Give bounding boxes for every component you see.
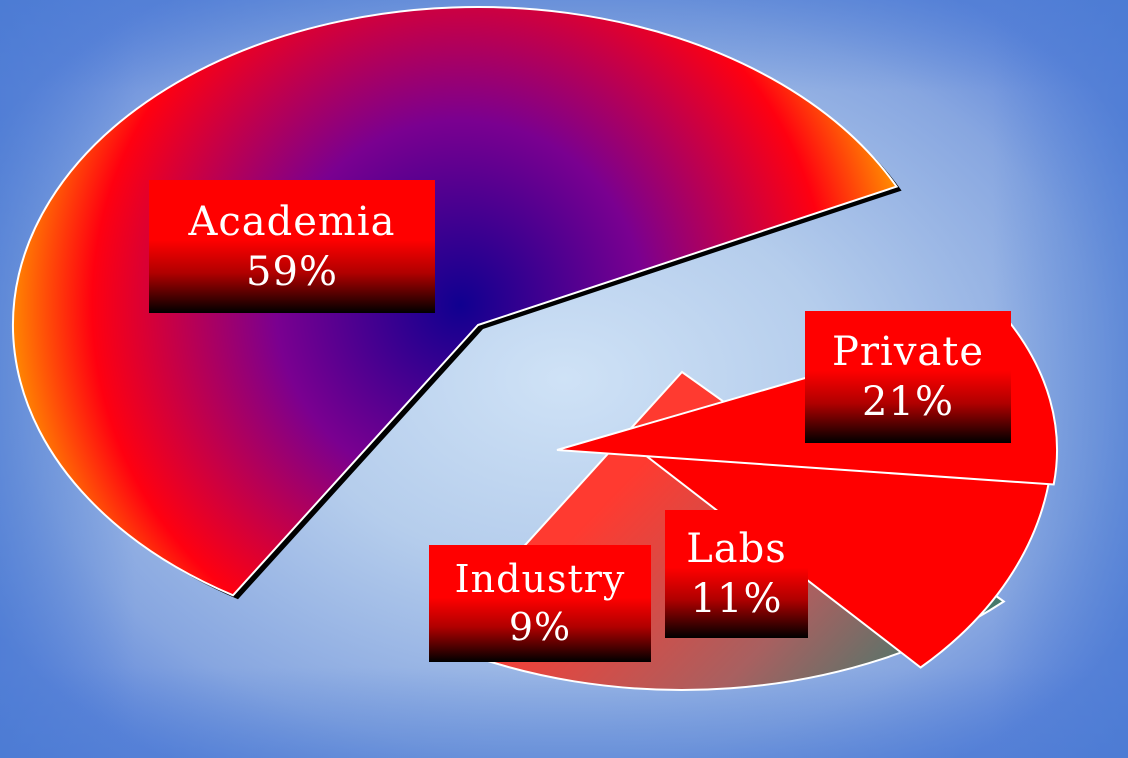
slice-label-industry-name: Industry <box>454 557 626 601</box>
slice-label-industry-value: 9% <box>508 604 572 649</box>
pie-slice-labs <box>619 436 1052 669</box>
slice-label-private: Private 21% <box>805 311 1011 443</box>
slice-label-private-value: 21% <box>862 379 954 425</box>
slice-label-labs: Labs 11% <box>665 510 808 638</box>
slice-label-labs-name: Labs <box>686 526 787 572</box>
slice-label-academia-value: 59% <box>246 248 338 295</box>
slice-label-academia-name: Academia <box>188 198 396 245</box>
pie-slice-academia <box>11 5 899 597</box>
slice-label-labs-value: 11% <box>690 576 783 622</box>
slice-label-industry: Industry 9% <box>429 545 651 662</box>
slice-label-academia: Academia 59% <box>149 180 435 313</box>
slice-label-private-name: Private <box>831 329 985 375</box>
